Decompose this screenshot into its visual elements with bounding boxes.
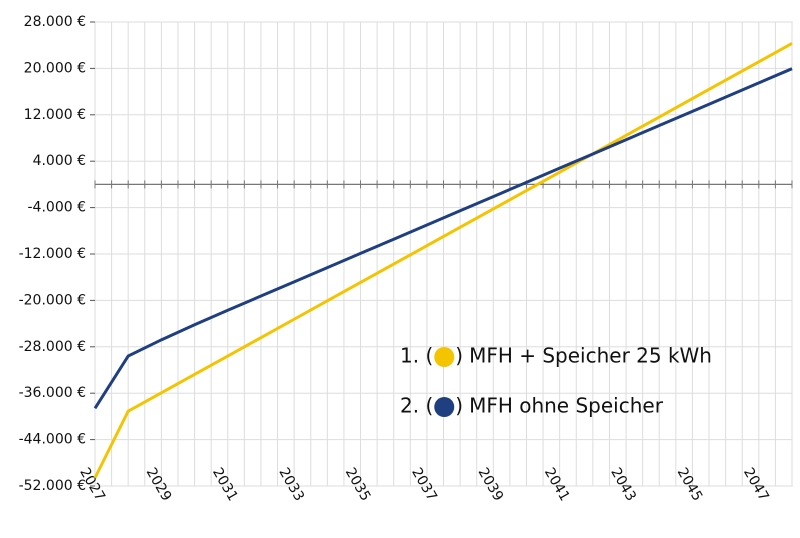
y-tick-label: 12.000 € xyxy=(24,107,86,123)
legend-prefix: 1. ( xyxy=(400,344,433,368)
x-tick-label: 2031 xyxy=(209,465,241,504)
legend-suffix: ) xyxy=(455,344,463,368)
x-tick-label: 2041 xyxy=(541,465,573,504)
y-tick-label: 20.000 € xyxy=(24,60,86,76)
legend-suffix: ) xyxy=(455,394,463,418)
legend-label: MFH ohne Speicher xyxy=(469,394,664,418)
y-tick-label: -44.000 € xyxy=(19,432,86,448)
legend-marker xyxy=(434,397,455,417)
x-tick-label: 2043 xyxy=(607,465,639,504)
y-tick-label: 4.000 € xyxy=(33,153,86,169)
y-tick-label: -20.000 € xyxy=(19,292,86,308)
y-tick-label: -12.000 € xyxy=(19,246,86,262)
y-tick-label: 28.000 € xyxy=(24,14,86,30)
y-tick-label: -4.000 € xyxy=(28,200,87,216)
x-tick-label: 2045 xyxy=(674,465,706,504)
series-line xyxy=(93,67,793,410)
x-tick-label: 2037 xyxy=(408,465,440,504)
x-tick-label: 2029 xyxy=(143,465,175,504)
y-tick-label: -28.000 € xyxy=(19,339,86,355)
series-line xyxy=(93,42,793,479)
legend-label: MFH + Speicher 25 kWh xyxy=(469,344,712,368)
y-tick-label: -52.000 € xyxy=(19,478,86,494)
legend-marker xyxy=(434,347,455,367)
x-tick-label: 2033 xyxy=(275,465,307,504)
x-tick-label: 2047 xyxy=(740,465,772,504)
y-tick-label: -36.000 € xyxy=(19,385,86,401)
x-tick-label: 2035 xyxy=(342,465,374,504)
x-tick-label: 2039 xyxy=(475,465,507,504)
legend-prefix: 2. ( xyxy=(400,394,433,418)
